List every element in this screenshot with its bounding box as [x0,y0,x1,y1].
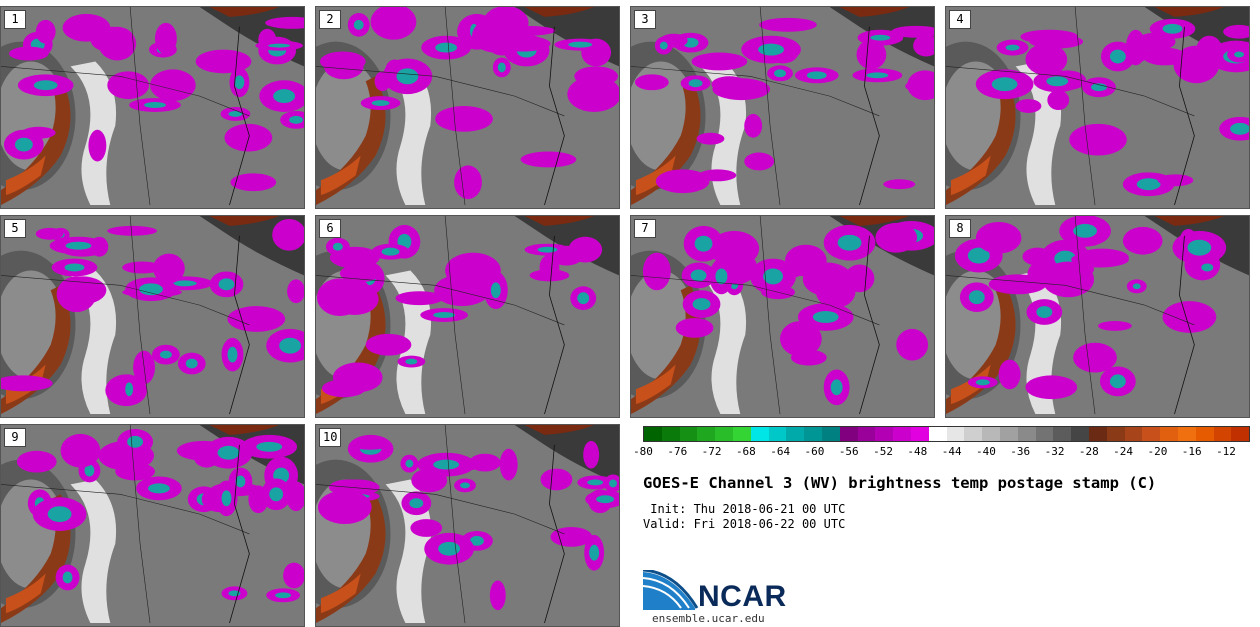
colorbar-segment [1231,427,1250,441]
map-panel-1: 1 [0,6,305,209]
colorbar-tick-label: -36 [1010,445,1031,458]
colorbar-segment [1053,427,1072,441]
colorbar-tick-label: -40 [976,445,996,458]
colorbar-segment [697,427,716,441]
panel-label: 5 [4,219,26,238]
colorbar-segment [821,427,840,441]
colorbar-segment [964,427,983,441]
colorbar-segment [928,427,947,441]
colorbar [643,426,1250,442]
panel-label: 8 [949,219,971,238]
panel-label: 2 [319,10,341,29]
colorbar-segment [1017,427,1036,441]
colorbar-segment [768,427,787,441]
logo-url: ensemble.ucar.edu [652,612,765,625]
colorbar-segment [679,427,698,441]
colorbar-segment [839,427,858,441]
valid-time: Valid: Fri 2018-06-22 00 UTC [643,517,846,531]
colorbar-tick-label: -16 [1181,445,1202,458]
ncar-logo-icon [643,570,699,610]
colorbar-tick-label: -28 [1078,445,1099,458]
colorbar-segment [661,427,680,441]
map-panel-6: 6 [315,215,620,418]
colorbar-segment [1142,427,1161,441]
map-panel-5: 5 [0,215,305,418]
panel-label: 1 [4,10,26,29]
colorbar-segment [1195,427,1214,441]
colorbar-segment [1071,427,1089,441]
colorbar-tick-label: -20 [1147,445,1168,458]
chart-title: GOES-E Channel 3 (WV) brightness temp po… [643,474,1157,492]
colorbar-segment [910,427,929,441]
init-time: Init: Thu 2018-06-21 00 UTC [643,502,846,516]
colorbar-segment [999,427,1018,441]
colorbar-tick-label: -56 [838,445,859,458]
panel-label: 3 [634,10,656,29]
colorbar-tick-label: -80 [633,445,653,458]
map-panel-4: 4 [945,6,1250,209]
colorbar-segment [857,427,876,441]
colorbar-segment [732,427,751,441]
colorbar-segment [1106,427,1125,441]
colorbar-segment [644,427,662,441]
colorbar-segment [1035,427,1054,441]
colorbar-segment [875,427,894,441]
map-panel-7: 7 [630,215,935,418]
colorbar-tick-label: -32 [1044,445,1065,458]
colorbar-segment [1213,427,1232,441]
colorbar-tick-label: -60 [804,445,825,458]
map-panel-3: 3 [630,6,935,209]
panel-label: 7 [634,219,656,238]
map-panel-10: 10 [315,424,620,627]
panel-label: 6 [319,219,341,238]
colorbar-tick-label: -24 [1113,445,1134,458]
map-panel-2: 2 [315,6,620,209]
colorbar-segment [750,427,769,441]
panel-label: 10 [319,428,342,447]
colorbar-segment [715,427,733,441]
colorbar-tick-label: -12 [1216,445,1236,458]
colorbar-tick-label: -52 [873,445,893,458]
ncar-logo-text: NCAR [698,580,787,613]
colorbar-tick-label: -44 [941,445,962,458]
colorbar-segment [893,427,911,441]
colorbar-segment [786,427,805,441]
colorbar-segment [982,427,1000,441]
map-panel-8: 8 [945,215,1250,418]
colorbar-tick-label: -72 [701,445,722,458]
colorbar-segment [804,427,822,441]
panel-label: 9 [4,428,26,447]
colorbar-segment [1124,427,1143,441]
colorbar-segment [1177,427,1196,441]
colorbar-segment [1160,427,1178,441]
colorbar-segment [946,427,965,441]
panel-label: 4 [949,10,971,29]
colorbar-segment [1088,427,1107,441]
colorbar-tick-label: -64 [770,445,791,458]
colorbar-tick-label: -68 [735,445,756,458]
colorbar-tick-label: -48 [907,445,928,458]
map-panel-9: 9 [0,424,305,627]
colorbar-tick-label: -76 [667,445,688,458]
